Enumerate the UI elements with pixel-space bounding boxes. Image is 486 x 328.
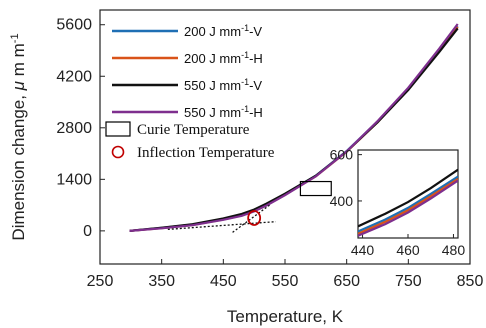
inset-series-line (358, 177, 458, 235)
curie-marker-box (299, 180, 332, 197)
inset-series-line (358, 168, 458, 228)
tangent-line (232, 204, 270, 233)
x-tick-label: 450 (210, 273, 237, 290)
inset-x-tick-label: 460 (396, 242, 420, 258)
x-tick-label: 250 (87, 273, 114, 290)
inset-y-tick-label: 600 (330, 147, 354, 163)
legend-curie-label: Curie Temperature (137, 122, 250, 138)
legend-curie-symbol (105, 121, 131, 137)
main-plot: 250 350 450 550 650 750 850 0 1400 2800 4200 5600 2… (56, 9, 483, 290)
y-tick-label: 5600 (56, 17, 92, 34)
legend: 200 J mm-1-V 200 J mm-1-H 550 J mm-1-V 550 … (105, 23, 275, 161)
inset-y-tick-label: 400 (330, 193, 354, 209)
x-tick-label: 850 (457, 273, 484, 290)
legend-entry: 550 J mm-1-V (184, 77, 262, 93)
x-tick-label: 750 (395, 273, 422, 290)
y-tick-label: 2800 (56, 120, 92, 137)
legend-inflection-label: Inflection Temperature (137, 145, 275, 161)
x-tick-label: 550 (272, 273, 299, 290)
inset-series-line (358, 175, 458, 233)
y-axis-label: Dimension change, μ m m-1 (9, 33, 28, 240)
annotations (167, 180, 332, 233)
inset-series-line (358, 179, 458, 237)
y-tick-label: 4200 (56, 68, 92, 85)
inset-plot: 440 460 480 400 600 (330, 147, 466, 258)
main-axis-ticks: 250 350 450 550 650 750 850 0 1400 2800 4200 5600 (56, 17, 483, 290)
x-tick-label: 350 (148, 273, 175, 290)
inset-x-tick-label: 480 (442, 242, 466, 258)
inset-series-lines (358, 168, 458, 237)
y-tick-label: 1400 (56, 171, 92, 188)
inflection-marker (247, 210, 262, 226)
legend-entry: 200 J mm-1-H (184, 50, 263, 66)
x-tick-label: 650 (333, 273, 360, 290)
main-series-lines (129, 23, 459, 232)
x-axis-label: Temperature, K (227, 307, 344, 326)
y-tick-label: 0 (83, 223, 92, 240)
legend-entry: 200 J mm-1-V (184, 23, 262, 39)
legend-inflection-symbol (111, 145, 125, 159)
inset-x-tick-label: 440 (351, 242, 375, 258)
inset-axis-ticks: 440 460 480 400 600 (330, 147, 466, 258)
legend-entry: 550 J mm-1-H (184, 104, 263, 120)
series-line (129, 23, 459, 232)
